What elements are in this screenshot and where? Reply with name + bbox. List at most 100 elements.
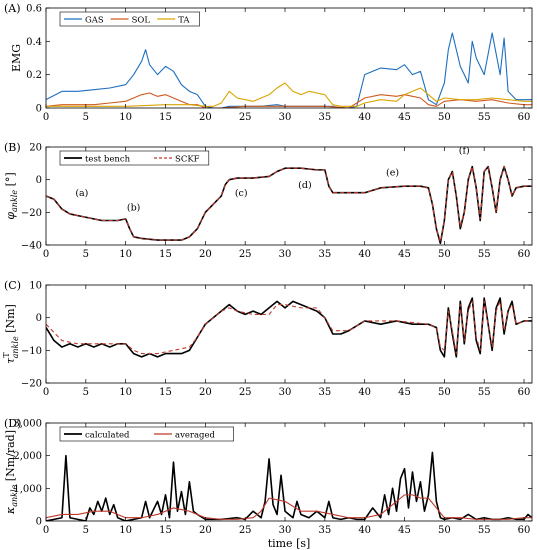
series-line-gas: [46, 32, 532, 108]
x-tick-label: 50: [438, 112, 451, 123]
y-tick-label: 2,000: [13, 451, 42, 462]
y-tick-label: 1,000: [13, 484, 42, 495]
x-tick-label: 0: [43, 112, 49, 123]
legend-label: SOL: [132, 16, 151, 26]
annotation-label: (b): [127, 203, 141, 214]
legend-label: GAS: [85, 16, 104, 26]
x-tick-label: 5: [83, 249, 89, 260]
x-tick-label: 15: [159, 112, 172, 123]
x-tick-label: 45: [398, 387, 411, 398]
x-tick-label: 50: [438, 249, 451, 260]
annotation-label: (c): [235, 188, 248, 199]
x-tick-label: 20: [199, 387, 212, 398]
x-tick-label: 10: [119, 112, 132, 123]
y-tick-label: −20: [21, 379, 42, 390]
x-tick-label: 50: [438, 387, 451, 398]
y-axis-label: EMG: [10, 44, 23, 72]
x-tick-label: 10: [119, 249, 132, 260]
x-tick-label: 55: [478, 387, 491, 398]
y-tick-label: 0: [36, 104, 42, 115]
x-tick-label: 0: [43, 249, 49, 260]
x-tick-label: 40: [358, 112, 371, 123]
chart-panel-a: (A) 0 5 10 15 20 25 30 35 40 45 50 55 60 0 0.2 0.4 0.6 EMG…: [4, 2, 533, 123]
x-tick-label: 5: [83, 112, 89, 123]
plot-frame: [45, 146, 533, 246]
plot-frame: [45, 7, 533, 109]
annotation-label: (f): [459, 146, 470, 157]
x-tick-label: 0: [43, 387, 49, 398]
x-tick-label: 50: [438, 525, 451, 536]
x-tick-label: 35: [318, 387, 331, 398]
x-tick-label: 35: [318, 249, 331, 260]
x-tick-label: 20: [199, 249, 212, 260]
x-tick-label: 45: [398, 525, 411, 536]
y-tick-label: −20: [21, 208, 42, 219]
y-tick-label: 0: [36, 517, 42, 528]
series-group: [46, 451, 532, 521]
x-tick-label: 60: [518, 249, 531, 260]
x-tick-label: 5: [83, 525, 89, 536]
x-tick-label: 10: [119, 525, 132, 536]
series-group: [46, 32, 532, 108]
panel-label: (D): [4, 417, 21, 430]
panel-label: (B): [4, 141, 21, 154]
x-tick-label: 45: [398, 249, 411, 260]
series-line-calculated: [46, 451, 532, 521]
x-tick-label: 30: [279, 112, 292, 123]
x-tick-label: 5: [83, 387, 89, 398]
series-group: [46, 297, 532, 358]
x-tick-label: 15: [159, 525, 172, 536]
y-tick-label: 0.6: [26, 4, 42, 15]
annotation-label: (a): [75, 188, 88, 199]
x-tick-label: 60: [518, 525, 531, 536]
panel-label: (C): [4, 279, 21, 292]
series-line-test-bench: [46, 165, 532, 245]
series-line-reference: [46, 300, 532, 355]
y-tick-label: 0: [36, 175, 42, 186]
legend-label: calculated: [85, 431, 130, 441]
x-tick-label: 20: [199, 112, 212, 123]
x-tick-label: 60: [518, 387, 531, 398]
y-tick-label: −10: [21, 346, 42, 357]
x-tick-label: 45: [398, 112, 411, 123]
y-tick-label: 3,000: [13, 419, 42, 430]
x-tick-label: 40: [358, 525, 371, 536]
legend-label: test bench: [85, 155, 131, 165]
x-tick-label: 30: [279, 387, 292, 398]
x-tick-label: 55: [478, 249, 491, 260]
y-axis-label: φankle [°]: [4, 172, 19, 219]
x-tick-label: 25: [239, 525, 252, 536]
x-tick-label: 35: [318, 112, 331, 123]
x-tick-label: 35: [318, 525, 331, 536]
chart-panel-c: (C) 0 5 10 15 20 25 30 35 40 45 50 55 60 −20 −10 0 10 τTan…: [2, 279, 533, 398]
legend: test bench SCKF: [59, 150, 210, 166]
series-line-ta: [46, 82, 532, 107]
x-tick-label: 10: [119, 387, 132, 398]
x-axis-label: time [s]: [268, 537, 311, 550]
x-tick-label: 0: [43, 525, 49, 536]
legend-label: SCKF: [175, 155, 200, 165]
legend: GAS SOL TA: [59, 11, 200, 27]
legend-box: [59, 426, 234, 442]
x-tick-label: 30: [279, 525, 292, 536]
x-tick-label: 30: [279, 249, 292, 260]
annotation-label: (e): [386, 168, 399, 179]
x-tick-label: 15: [159, 249, 172, 260]
series-line-measured: [46, 297, 532, 358]
y-tick-label: 10: [29, 281, 42, 292]
x-tick-label: 40: [358, 387, 371, 398]
series-line-sckf: [46, 166, 532, 243]
x-tick-label: 60: [518, 112, 531, 123]
chart-panel-b: (B) 0 5 10 15 20 25 30 35 40 45 50 55 60 −40 −20 0 20 φank…: [4, 141, 533, 260]
plot-frame: [45, 422, 533, 522]
y-tick-label: 0: [36, 313, 42, 324]
y-axis-label: κankle [Nm/rad]: [4, 430, 19, 515]
legend-label: averaged: [175, 431, 216, 441]
chart-panel-d: (D) 0 5 10 15 20 25 30 35 40 45 50 55 60 0 1,000 2,000 3,…: [4, 417, 533, 550]
x-tick-label: 25: [239, 112, 252, 123]
x-tick-label: 20: [199, 525, 212, 536]
legend-box: [59, 11, 200, 27]
y-tick-label: 20: [29, 143, 42, 154]
legend-box: [59, 150, 210, 166]
